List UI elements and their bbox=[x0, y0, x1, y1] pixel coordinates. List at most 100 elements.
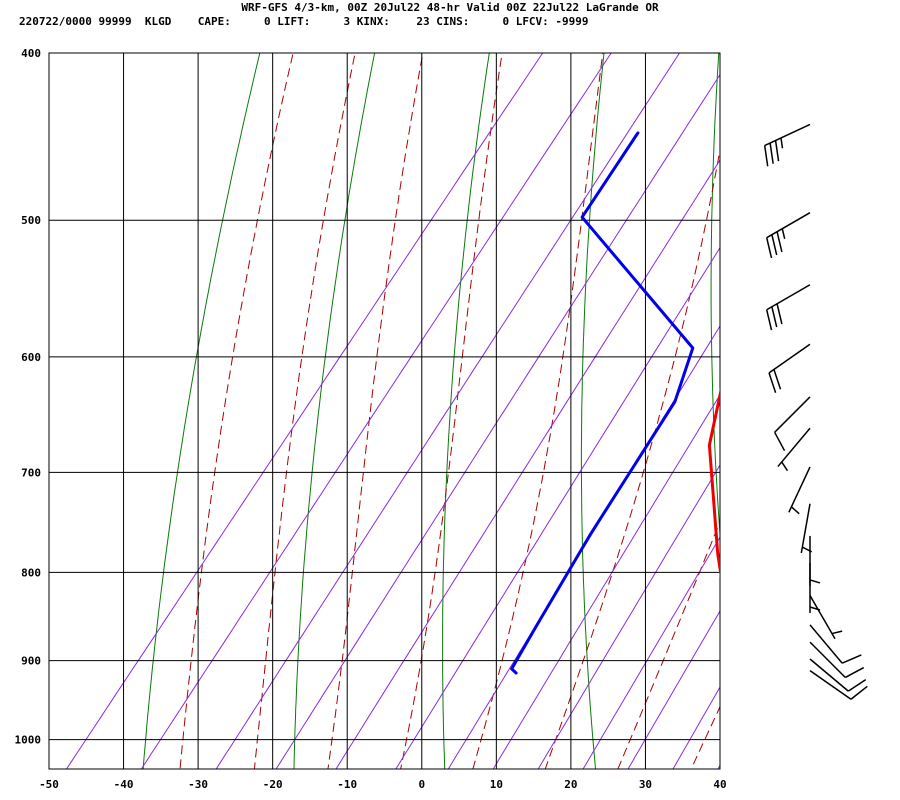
station-indices-line: 220722/0000 99999 KLGD CAPE: 0 LIFT: 3 K… bbox=[19, 15, 589, 28]
y-tick-label: 700 bbox=[21, 466, 41, 479]
barb-feather bbox=[771, 234, 778, 256]
barb-shaft bbox=[809, 595, 836, 640]
mixing-ratio-line bbox=[537, 464, 720, 769]
mixing-ratio-line bbox=[717, 764, 720, 769]
y-tick-label: 600 bbox=[21, 351, 41, 364]
barb-half-feather bbox=[781, 228, 786, 240]
barb-shaft bbox=[764, 123, 811, 147]
x-tick-label: -40 bbox=[114, 778, 134, 791]
mixing-ratio-line bbox=[395, 246, 720, 769]
dry-adiabat bbox=[142, 53, 261, 769]
barb-shaft bbox=[800, 503, 811, 554]
wind-barb bbox=[765, 212, 811, 259]
moist-adiabat bbox=[179, 53, 294, 769]
wind-barbs bbox=[763, 123, 868, 700]
moist-adiabat bbox=[472, 53, 604, 769]
x-tick-label: 40 bbox=[713, 778, 726, 791]
temperature-line bbox=[707, 387, 720, 579]
barb-feather bbox=[765, 237, 773, 259]
x-tick-label: -50 bbox=[39, 778, 59, 791]
axis-ticks: 400 500 600 700 800 900 1000 -50 -40 -30 -20 -10 0 10… bbox=[15, 47, 727, 791]
wind-barb bbox=[763, 123, 811, 167]
barb-feather bbox=[776, 303, 783, 325]
mixing-ratio-line bbox=[582, 536, 720, 769]
barb-feather bbox=[771, 306, 778, 328]
barb-feather bbox=[850, 685, 868, 700]
barb-feather bbox=[847, 679, 867, 692]
moist-adiabat bbox=[327, 53, 424, 769]
moist-adiabat bbox=[253, 53, 356, 769]
barb-half-feather bbox=[790, 506, 800, 515]
x-tick-label: 30 bbox=[639, 778, 652, 791]
barb-shaft bbox=[809, 669, 852, 700]
barb-feather bbox=[768, 372, 777, 393]
dry-adiabat bbox=[442, 53, 490, 769]
moist-adiabat bbox=[835, 0, 900, 776]
moist-adiabat bbox=[544, 147, 720, 769]
barb-half-feather bbox=[780, 137, 784, 149]
moist-adiabat bbox=[617, 520, 720, 769]
chart-title: WRF-GFS 4/3-km, 00Z 20Jul22 48-hr Valid … bbox=[241, 1, 659, 14]
grid bbox=[48, 52, 721, 770]
barb-feather bbox=[769, 142, 774, 164]
dry-adiabat bbox=[833, 0, 899, 776]
barb-shaft bbox=[768, 343, 811, 374]
profile-lines bbox=[510, 131, 720, 675]
barb-feather bbox=[844, 666, 865, 679]
dry-adiabat bbox=[580, 53, 605, 769]
barb-feather bbox=[763, 145, 769, 167]
mixing-ratio-line bbox=[65, 53, 544, 769]
wind-barb bbox=[809, 595, 843, 640]
moist-adiabat bbox=[761, 0, 900, 776]
barb-feather bbox=[841, 654, 862, 664]
barb-half-feather bbox=[781, 461, 789, 472]
y-tick-label: 900 bbox=[21, 655, 41, 668]
x-tick-label: 20 bbox=[564, 778, 577, 791]
barb-shaft bbox=[774, 396, 811, 433]
barb-feather bbox=[765, 309, 773, 331]
wind-barb bbox=[768, 343, 811, 393]
y-tick-label: 400 bbox=[21, 47, 41, 60]
x-tick-label: -10 bbox=[337, 778, 357, 791]
mixing-ratio-line bbox=[447, 325, 720, 769]
wind-barb bbox=[773, 396, 811, 452]
wind-barb bbox=[809, 658, 867, 692]
barb-shaft bbox=[766, 212, 811, 239]
barb-feather bbox=[773, 431, 786, 452]
y-tick-label: 1000 bbox=[15, 734, 42, 747]
wind-barb bbox=[809, 641, 865, 679]
background-lines bbox=[65, 0, 900, 776]
y-tick-label: 500 bbox=[21, 214, 41, 227]
wind-barb bbox=[777, 427, 811, 472]
barb-shaft bbox=[809, 641, 846, 679]
x-tick-label: -20 bbox=[263, 778, 283, 791]
barb-feather bbox=[774, 140, 780, 162]
barb-shaft bbox=[766, 284, 811, 311]
wind-barb bbox=[809, 624, 862, 664]
wind-barb bbox=[809, 669, 868, 700]
mixing-ratio-line bbox=[627, 610, 720, 769]
barb-shaft bbox=[809, 658, 849, 692]
barb-shaft bbox=[777, 427, 811, 468]
dewpoint-line bbox=[510, 131, 695, 675]
x-tick-label: 0 bbox=[418, 778, 425, 791]
mixing-ratio-line bbox=[275, 73, 720, 769]
wind-barb bbox=[765, 284, 811, 331]
barb-feather bbox=[776, 231, 783, 253]
mixing-ratio-line bbox=[140, 53, 612, 769]
barb-half-feather bbox=[809, 579, 821, 584]
barb-shaft bbox=[788, 466, 811, 513]
x-tick-label: -30 bbox=[188, 778, 208, 791]
barb-half-feather bbox=[831, 630, 843, 635]
dry-adiabat bbox=[293, 53, 376, 769]
wind-barb bbox=[809, 535, 821, 586]
wind-barb bbox=[788, 466, 811, 515]
dry-adiabat bbox=[710, 53, 720, 541]
barb-feather bbox=[773, 369, 782, 390]
mixing-ratio-line bbox=[492, 393, 720, 769]
barb-shaft bbox=[809, 624, 843, 664]
x-tick-label: 10 bbox=[490, 778, 503, 791]
y-tick-label: 800 bbox=[21, 566, 41, 579]
mixing-ratio-line bbox=[335, 159, 720, 769]
